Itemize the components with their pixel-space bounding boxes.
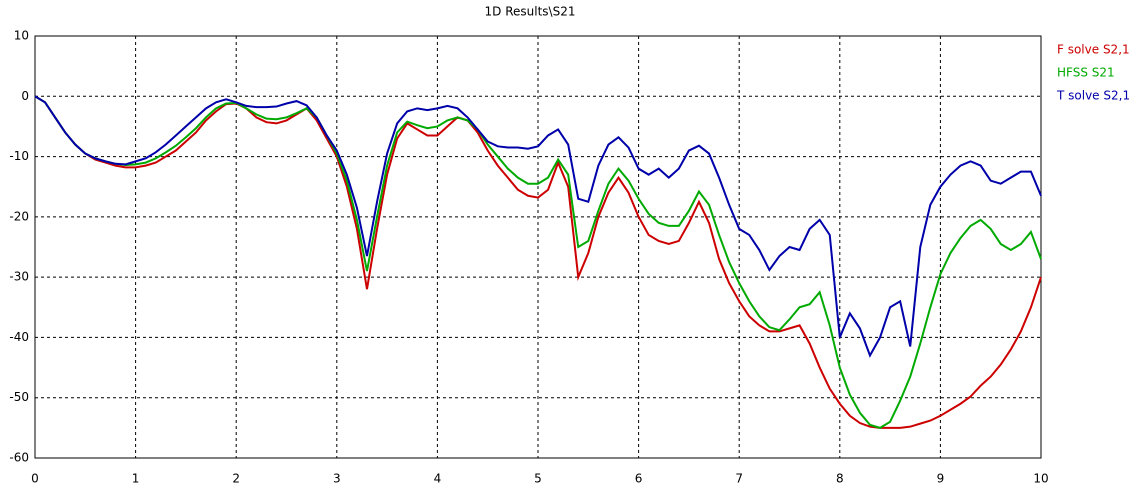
x-tick-label: 2: [232, 472, 240, 486]
legend-entry: T solve S2,1: [1056, 89, 1130, 103]
x-tick-label: 9: [937, 472, 945, 486]
series-line: [34, 95, 1042, 429]
x-tick-label: 1: [132, 472, 140, 486]
series-line: [34, 95, 1042, 358]
chart-title: 1D Results\S21: [485, 5, 576, 19]
legend-entry: HFSS S21: [1057, 66, 1115, 80]
x-tick-label: 10: [1033, 472, 1048, 486]
x-tick-label: 5: [534, 472, 542, 486]
x-tick-label: 7: [735, 472, 743, 486]
y-tick-label: 10: [14, 29, 29, 43]
y-tick-label: -50: [9, 390, 29, 404]
plot-frame: [34, 35, 1042, 459]
y-tick-label: -10: [9, 149, 29, 163]
y-tick-label: -40: [9, 330, 29, 344]
y-tick-label: -30: [9, 270, 29, 284]
x-tick-label: 8: [836, 472, 844, 486]
y-tick-label: -60: [9, 451, 29, 465]
legend-entry: F solve S2,1: [1057, 43, 1130, 57]
y-tick-label: -20: [9, 209, 29, 223]
x-tick-label: 6: [635, 472, 643, 486]
x-tick-label: 4: [434, 472, 442, 486]
x-tick-label: 0: [31, 472, 39, 486]
x-tick-label: 3: [333, 472, 341, 486]
y-tick-label: 0: [21, 89, 29, 103]
series-line: [34, 95, 1042, 429]
